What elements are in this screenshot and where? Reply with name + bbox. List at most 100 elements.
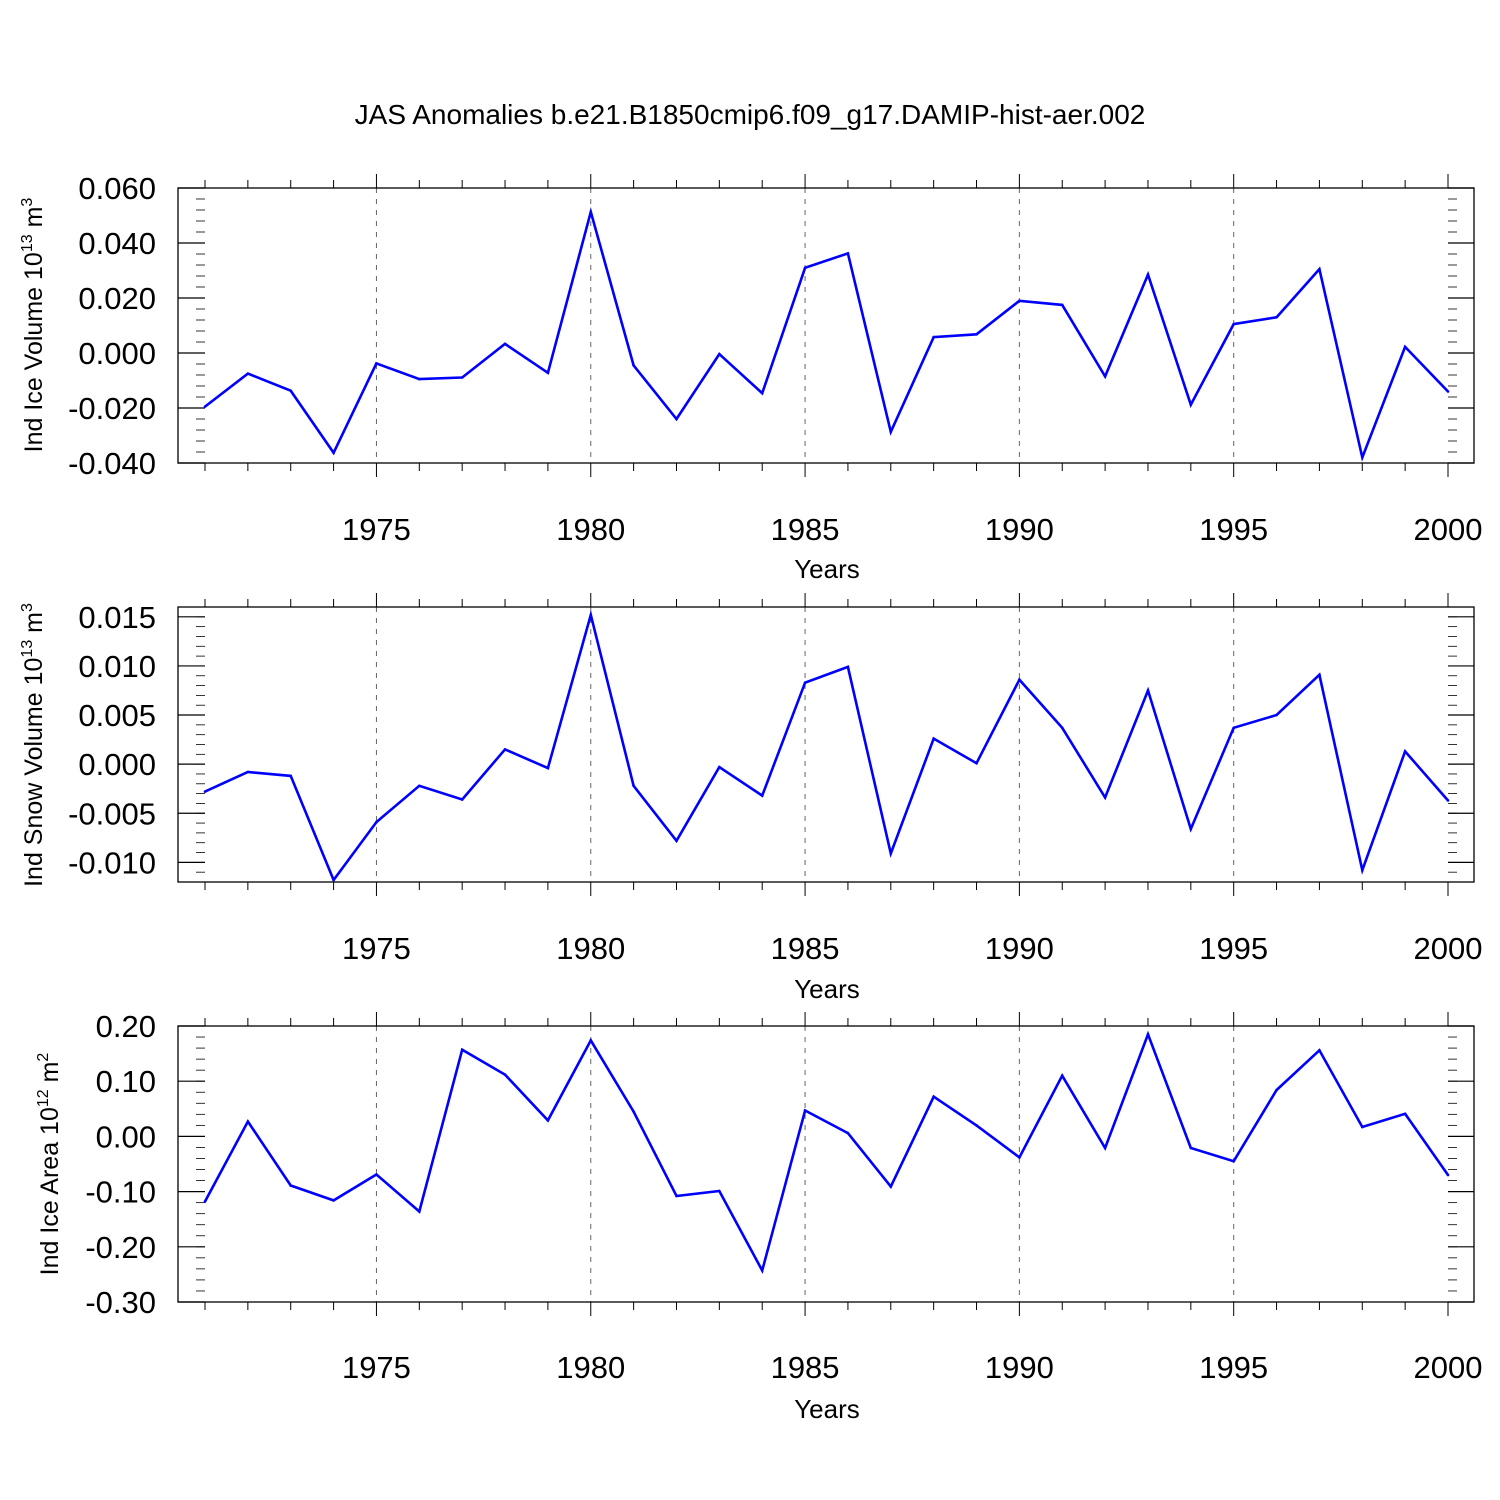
data-point [1446,390,1450,393]
data-point [1189,403,1193,407]
data-point [375,362,378,365]
data-point [1318,1048,1321,1052]
data-point [546,1119,550,1122]
y-axis-title: Ind Ice Volume 1013 m3 [19,198,48,453]
data-point [1403,1112,1407,1116]
data-point [589,613,593,617]
data-point [246,1120,250,1123]
data-point [803,681,807,684]
y-tick-label: 0.000 [78,336,156,371]
data-point [1189,1146,1193,1150]
data-point [503,342,507,346]
data-point [889,430,893,434]
y-tick-label: -0.020 [68,391,156,426]
data-point [1146,1032,1150,1036]
x-tick-label: 1980 [556,1350,625,1385]
y-tick-label: -0.005 [68,796,156,831]
data-point [289,389,293,392]
x-tick-label: 1975 [342,512,411,547]
x-axis-title: Years [794,974,860,1004]
data-point [1446,1173,1450,1177]
y-tick-label: 0.000 [78,747,156,782]
y-tick-label: 0.015 [78,600,156,635]
data-point [846,1131,850,1135]
x-tick-label: 1990 [985,512,1054,547]
panel-ice-volume: 0.060 0.040 0.020 0.000 -0.020 -0.040 1975 1980… [19,171,1482,584]
data-point [1232,1159,1235,1163]
data-point [203,790,207,793]
data-point [1103,1146,1107,1150]
data-point [203,1200,207,1203]
series-line [203,1030,1450,1274]
data-point [332,1199,335,1202]
data-point [718,1189,721,1193]
data-point [718,765,721,769]
data-point [1360,456,1364,459]
data-point [803,266,807,270]
data-point [1275,1088,1278,1092]
x-tick-label: 1985 [771,931,840,966]
data-point [1018,299,1021,303]
x-axis-title: Years [794,554,860,584]
data-point [246,770,250,774]
data-point [760,391,764,395]
figure-title: JAS Anomalies b.e21.B1850cmip6.f09_g17.D… [355,99,1146,130]
data-point [246,372,250,375]
x-tick-label: 1985 [771,1350,840,1385]
data-point [375,820,378,824]
data-point [1103,375,1107,378]
x-tick-label: 1975 [342,931,411,966]
data-point [975,761,978,765]
data-point [632,1110,635,1113]
data-point [418,1210,421,1213]
x-tick-label: 2000 [1414,931,1483,966]
x-tick-label: 1990 [985,931,1054,966]
data-point [932,737,935,740]
data-point [1403,345,1407,349]
data-point [975,333,978,336]
x-tick-label: 1990 [985,1350,1054,1385]
x-tick-label: 1980 [556,512,625,547]
data-point [589,1039,593,1042]
data-point [1060,1074,1064,1077]
series-line [204,609,1449,883]
data-point [846,665,850,669]
data-point [1232,322,1235,326]
y-tick-label: 0.020 [78,281,156,316]
y-tick-label: 0.060 [78,171,156,206]
data-point [460,376,464,379]
data-point [332,878,335,882]
y-tick-label: 0.040 [78,226,156,261]
data-point [760,1269,764,1272]
data-point [889,852,893,855]
x-tick-label: 1975 [342,1350,411,1385]
y-axis-title: Ind Ice Area 1012 m2 [35,1053,64,1276]
y-tick-label: 0.010 [78,649,156,684]
data-point [675,839,678,843]
plot-frame [177,1025,1475,1303]
y-tick-label: 0.00 [96,1119,156,1154]
data-point [1318,673,1321,677]
y-tick-label: 0.10 [96,1064,156,1099]
data-point [1018,1156,1021,1159]
panel-ice-area: 0.20 0.10 0.00 -0.10 -0.20 -0.30 1975 1980 1985 1… [35,1009,1482,1424]
y-tick-label: 0.005 [78,698,156,733]
x-tick-label: 1995 [1199,1350,1268,1385]
data-point [1060,303,1064,307]
data-point [1232,726,1235,730]
data-point [203,405,207,408]
data-point [1103,796,1107,799]
data-point [932,335,935,339]
plot-frame [177,187,1475,464]
x-tick-label: 2000 [1414,1350,1483,1385]
data-point [1146,689,1150,692]
data-point [289,1184,293,1187]
data-point [846,252,850,255]
data-point [1189,827,1193,831]
data-point [975,1124,978,1127]
data-point [503,748,507,751]
data-point [1360,1125,1364,1129]
series-line [204,206,1449,462]
data-point [1060,726,1064,730]
